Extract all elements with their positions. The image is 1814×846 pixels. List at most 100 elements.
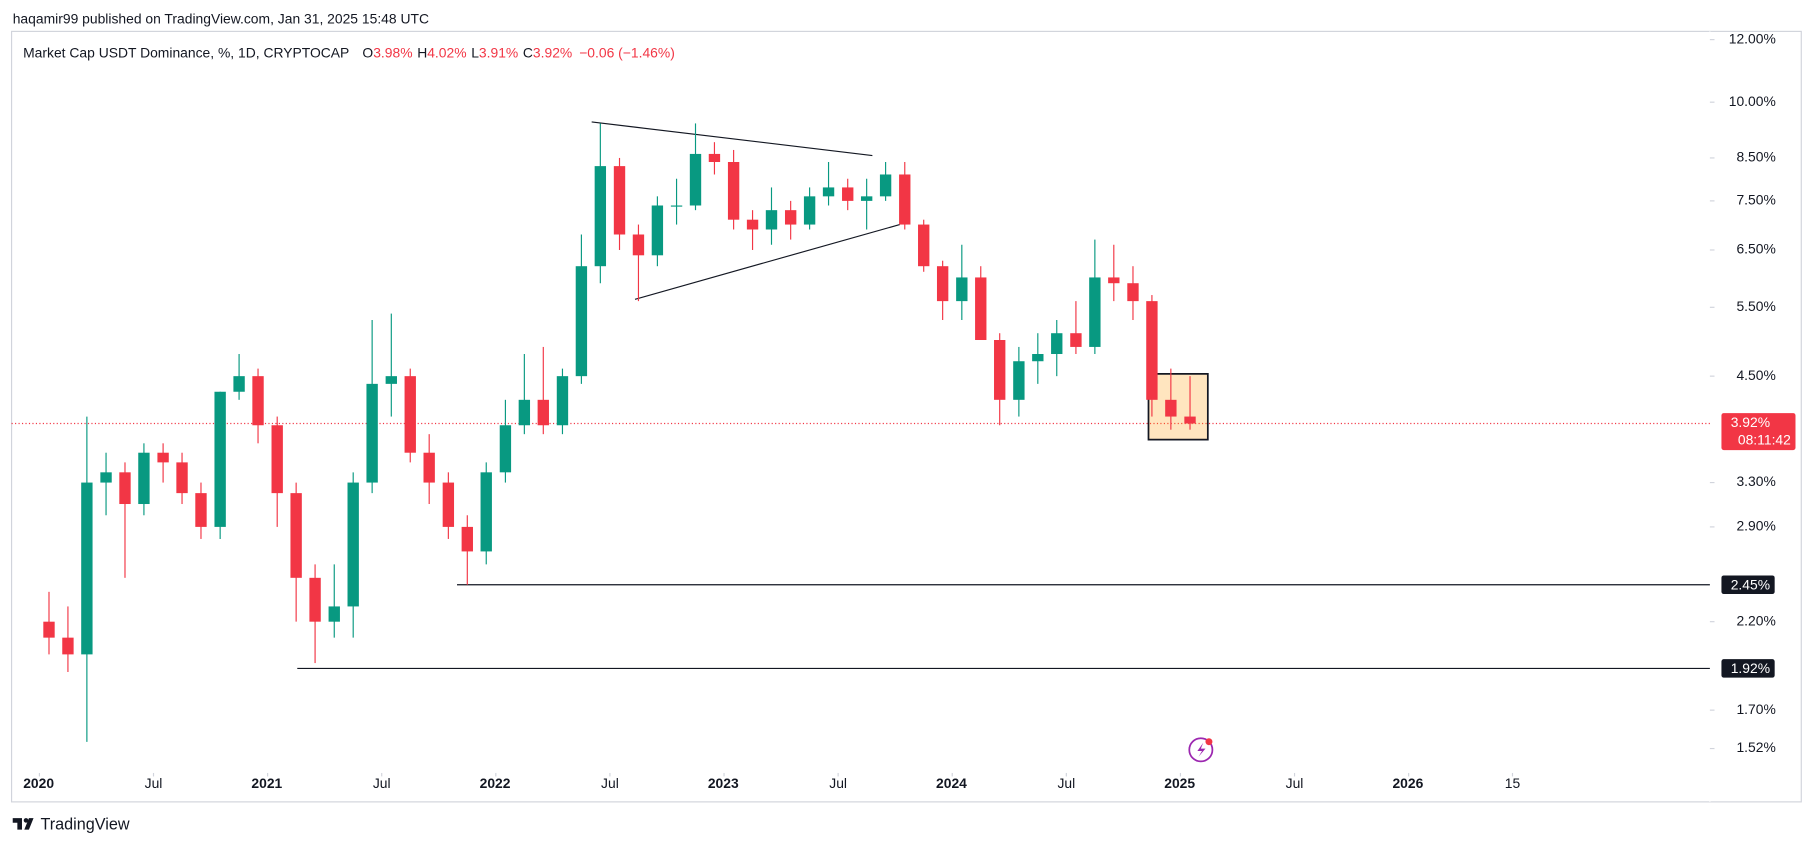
level-label: 2.45% bbox=[1731, 577, 1770, 593]
candle-body bbox=[842, 187, 854, 201]
candle-body bbox=[1146, 301, 1158, 400]
candle-body bbox=[556, 376, 569, 426]
candle-body bbox=[822, 187, 835, 197]
candle-body bbox=[43, 621, 55, 638]
highlight-box bbox=[1147, 373, 1209, 441]
candle-body bbox=[138, 452, 150, 505]
candle-body bbox=[195, 493, 207, 527]
candle-body bbox=[994, 340, 1006, 400]
countdown: 08:11:42 bbox=[1738, 432, 1791, 448]
candle-body bbox=[594, 166, 607, 267]
candle-body bbox=[632, 234, 645, 256]
candle-body bbox=[918, 224, 930, 267]
chart-title: Market Cap USDT Dominance, %, 1D, CRYPTO… bbox=[23, 44, 349, 60]
candle-body bbox=[784, 210, 797, 225]
candle-body bbox=[233, 376, 245, 392]
x-tick-label: Jul bbox=[829, 775, 847, 791]
y-tick-label: 10.00% bbox=[1729, 93, 1776, 109]
candle-body bbox=[423, 452, 435, 483]
x-tick-label: 2026 bbox=[1392, 775, 1423, 791]
candle-body bbox=[1032, 354, 1044, 362]
y-tick-label: 3.30% bbox=[1736, 473, 1775, 489]
candle-body bbox=[803, 196, 816, 225]
candle-body bbox=[879, 174, 892, 197]
candle-body bbox=[956, 277, 968, 302]
ohlc-value: 4.02% bbox=[427, 44, 466, 60]
y-tick-label: 2.90% bbox=[1736, 518, 1775, 534]
y-tick-label: 7.50% bbox=[1736, 192, 1775, 208]
tradingview-logo: TradingView bbox=[12, 815, 130, 833]
y-tick-label: 1.70% bbox=[1736, 701, 1775, 717]
candle-body bbox=[404, 376, 416, 453]
candle-body bbox=[1051, 333, 1063, 355]
plot: 12.00% 10.00% 8.50% 7.50% 6.50% 5.50% 4.50% 3.3… bbox=[11, 30, 1796, 791]
candle-body bbox=[385, 376, 397, 384]
level-badge bbox=[1721, 659, 1775, 678]
x-tick-label: 15 bbox=[1505, 775, 1521, 791]
candle-body bbox=[670, 205, 683, 207]
candle-body bbox=[727, 162, 740, 220]
candle-body bbox=[119, 472, 131, 505]
candle-body bbox=[271, 425, 283, 494]
x-tick-label: Jul bbox=[1286, 775, 1304, 791]
x-tick-label: 2020 bbox=[23, 775, 54, 791]
x-tick-label: Jul bbox=[601, 775, 619, 791]
candle-body bbox=[480, 472, 492, 552]
y-tick-label: 2.20% bbox=[1736, 612, 1775, 628]
ohlc-value: 3.92% bbox=[533, 44, 572, 60]
x-tick-label: 2024 bbox=[936, 775, 967, 791]
candle-body bbox=[81, 482, 93, 655]
x-tick-label: 2022 bbox=[480, 775, 511, 791]
ohlc-value: 3.91% bbox=[479, 44, 518, 60]
candle-body bbox=[442, 482, 455, 527]
last-price-badge bbox=[1721, 413, 1796, 451]
level-label: 1.92% bbox=[1731, 660, 1770, 676]
last-price-label: 3.92% bbox=[1731, 414, 1770, 430]
candle-body bbox=[100, 472, 112, 483]
candle-body bbox=[214, 391, 226, 527]
y-tick-label: 12.00% bbox=[1729, 30, 1776, 46]
candle-body bbox=[1089, 277, 1101, 347]
candle-body bbox=[366, 383, 378, 483]
ohlc-label: H bbox=[417, 44, 427, 60]
candle-body bbox=[176, 462, 188, 494]
candle-body bbox=[936, 266, 949, 302]
candle-body bbox=[1127, 283, 1139, 302]
candle-body bbox=[575, 266, 588, 377]
x-tick-label: 2021 bbox=[251, 775, 282, 791]
candle-body bbox=[1108, 277, 1120, 284]
candle-body bbox=[499, 425, 512, 473]
ohlc-label: C bbox=[523, 44, 533, 60]
trendline bbox=[634, 224, 900, 300]
candle-body bbox=[290, 493, 302, 578]
published-note: haqamir99 published on TradingView.com, … bbox=[13, 10, 429, 26]
candle-body bbox=[860, 196, 873, 201]
y-tick-label: 6.50% bbox=[1736, 241, 1775, 257]
candle-body bbox=[347, 482, 359, 607]
candle-body bbox=[765, 210, 778, 230]
candle-body bbox=[899, 174, 911, 225]
change: −0.06 (−1.46%) bbox=[579, 44, 675, 60]
candle-body bbox=[746, 219, 759, 230]
chart-frame bbox=[10, 30, 1802, 803]
candle-body bbox=[157, 452, 169, 463]
legend: Market Cap USDT Dominance, %, 1D, CRYPTO… bbox=[23, 44, 675, 60]
trendline bbox=[591, 121, 873, 157]
candle-body bbox=[62, 637, 74, 655]
level-badge bbox=[1721, 575, 1775, 595]
x-tick-label: Jul bbox=[1057, 775, 1075, 791]
y-tick-label: 4.50% bbox=[1736, 367, 1775, 383]
x-tick-label: Jul bbox=[145, 775, 163, 791]
ohlc-label: O bbox=[362, 44, 373, 60]
candle-body bbox=[309, 577, 321, 622]
candle-body bbox=[537, 399, 549, 426]
candle-body bbox=[708, 153, 721, 163]
y-tick-label: 1.52% bbox=[1736, 739, 1775, 755]
ohlc-label: L bbox=[471, 44, 479, 60]
candle-body bbox=[613, 166, 626, 235]
candle-body bbox=[518, 399, 531, 426]
candle-body bbox=[1013, 361, 1025, 400]
candle-body bbox=[252, 376, 264, 426]
